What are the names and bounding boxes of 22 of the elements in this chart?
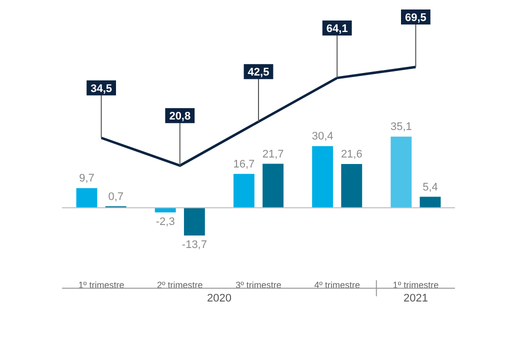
- data-label: 34,5: [90, 82, 112, 95]
- data-label: 16,7: [233, 158, 255, 170]
- x-tick-label: 2º trimestre: [157, 280, 203, 290]
- text: 2020: [206, 292, 232, 305]
- data-label: 21,7: [262, 148, 284, 160]
- data-label: 35,1: [390, 121, 412, 134]
- data-label: 9,7: [79, 172, 94, 185]
- x-tick-label: 1º trimestre: [392, 280, 439, 290]
- x-tick-label: 1º trimestre: [78, 280, 124, 290]
- data-label: 21,6: [340, 148, 362, 161]
- text: 2021: [403, 292, 428, 305]
- data-label: 42,5: [248, 66, 270, 79]
- data-label: 20,8: [169, 110, 191, 123]
- data-label: 30,4: [312, 130, 334, 143]
- data-label: -2,3: [156, 216, 175, 228]
- data-label: 5,4: [422, 181, 438, 194]
- x-tick-label: 4º trimestre: [314, 280, 360, 290]
- data-label: 0,7: [108, 190, 124, 203]
- data-label: 64,1: [326, 22, 348, 35]
- data-label: 69,5: [404, 12, 426, 24]
- data-label: -13,7: [182, 238, 207, 251]
- x-tick-label: 3º trimestre: [236, 280, 282, 290]
